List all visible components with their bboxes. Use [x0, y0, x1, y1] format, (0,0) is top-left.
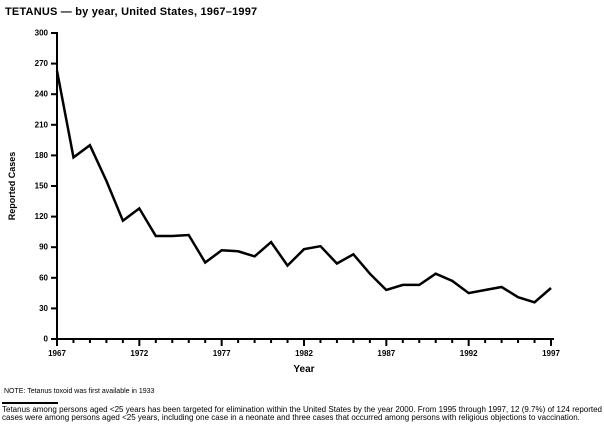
chart-note: NOTE: Tetanus toxoid was first available…: [4, 388, 155, 395]
data-polyline: [55, 70, 552, 304]
x-tick-label: 1992: [460, 349, 478, 358]
x-tick-label: 1977: [213, 349, 231, 358]
y-tick-label: 300: [35, 29, 49, 38]
x-axis-title: Year: [293, 364, 314, 375]
x-tick-label: 1987: [377, 349, 395, 358]
y-tick-label: 90: [39, 243, 48, 252]
y-tick-label: 120: [35, 212, 49, 221]
y-axis-title: Reported Cases: [7, 152, 17, 221]
y-tick-label: 30: [39, 304, 48, 313]
tetanus-line-chart: 0 30 60 90 120 150 180 210 240 270 300 1967 1972 1977…: [7, 29, 560, 376]
y-tick-label: 240: [35, 90, 49, 99]
x-tick-label: 1997: [542, 349, 560, 358]
x-tick-label: 1972: [130, 349, 148, 358]
y-tick-label: 60: [39, 273, 48, 282]
y-tick-label: 180: [35, 151, 49, 160]
y-tick-label: 150: [35, 182, 49, 191]
chart-title: TETANUS — by year, United States, 1967–1…: [5, 6, 258, 18]
footnote-rule: [2, 402, 58, 404]
x-tick-label: 1982: [295, 349, 313, 358]
y-tick-label: 210: [35, 120, 49, 129]
y-tick-label: 0: [44, 335, 49, 344]
y-tick-label: 270: [35, 59, 49, 68]
footnote-text: Tetanus among persons aged <25 years has…: [2, 405, 602, 422]
x-tick-label: 1967: [48, 349, 66, 358]
